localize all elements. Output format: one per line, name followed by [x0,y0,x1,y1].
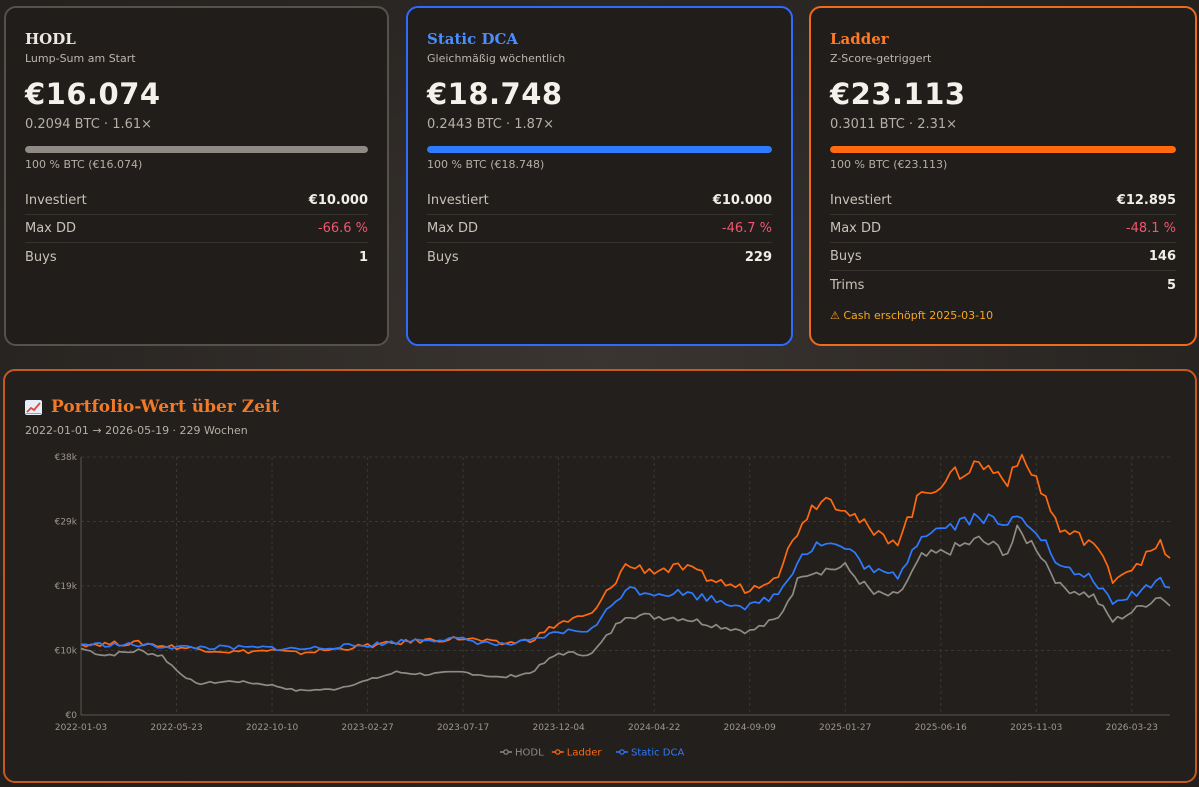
allocation-caption: 100 % BTC (€18.748) [427,158,545,171]
stat-label: Investiert [830,193,892,208]
allocation-caption: 100 % BTC (€23.113) [830,158,948,171]
stat-label: Max DD [830,221,882,236]
y-tick-label: €10k [55,647,78,657]
legend-marker [503,749,509,755]
btc-amount-multiple: 0.3011 BTC · 2.31× [830,117,958,132]
stats-list: Investiert €10.000 Max DD -66.6 % Buys 1 [25,187,368,271]
stat-row-invested: Investiert €10.000 [25,187,368,215]
x-tick-label: 2023-07-17 [437,723,489,733]
stat-label: Buys [830,249,862,264]
hodl-strategy-card[interactable]: HODL Lump-Sum am Start €16.074 0.2094 BT… [4,6,389,346]
card-subtitle: Lump-Sum am Start [25,52,136,65]
ladder-strategy-card[interactable]: Ladder Z-Score-getriggert €23.113 0.3011… [809,6,1197,346]
x-tick-label: 2024-04-22 [628,723,680,733]
portfolio-value: €18.748 [427,77,563,111]
stat-row-invested: Investiert €10.000 [427,187,772,215]
btc-amount-multiple: 0.2443 BTC · 1.87× [427,117,555,132]
legend-marker [619,749,625,755]
y-tick-label: €29k [55,518,78,528]
stat-label: Max DD [427,221,479,236]
card-title: Static DCA [427,30,519,48]
portfolio-value: €16.074 [25,77,161,111]
x-tick-label: 2024-09-09 [724,723,777,733]
allocation-bar-fill [427,146,772,153]
stats-list: Investiert €10.000 Max DD -46.7 % Buys 2… [427,187,772,271]
stat-row-max-dd: Max DD -48.1 % [830,215,1176,243]
static-dca-strategy-card[interactable]: Static DCA Gleichmäßig wöchentlich €18.7… [406,6,793,346]
stat-value: -46.7 % [721,221,772,236]
legend-marker [554,749,561,755]
stat-row-buys: Buys 229 [427,243,772,271]
cash-exhausted-warning: ⚠ Cash erschöpft 2025-03-10 [830,309,994,322]
stat-value: 229 [744,249,772,265]
stat-value: -48.1 % [1125,221,1176,236]
x-tick-label: 2022-10-10 [246,723,299,733]
allocation-bar [830,146,1176,153]
stat-label: Investiert [427,193,489,208]
series-line-hodl [80,524,1171,692]
stat-label: Trims [830,277,865,293]
card-subtitle: Gleichmäßig wöchentlich [427,52,566,65]
legend-label[interactable]: HODL [515,748,544,759]
stat-row-trims: Trims 5 [830,271,1176,299]
allocation-caption: 100 % BTC (€16.074) [25,158,143,171]
legend-label[interactable]: Static DCA [631,748,684,759]
stat-value: €10.000 [308,193,368,208]
series-line-ladder [80,453,1171,656]
stat-value: 146 [1148,249,1176,264]
portfolio-line-chart[interactable]: €0 €10k €19k €29k €38k 2022-01-03 2022-05-23 20… [5,371,1195,781]
allocation-bar [427,146,772,153]
allocation-bar [25,146,368,153]
x-tick-label: 2025-06-16 [915,723,968,733]
y-tick-label: €19k [55,582,78,592]
x-tick-label: 2026-03-23 [1106,723,1158,733]
card-title: Ladder [830,30,889,48]
x-tick-label: 2023-12-04 [532,723,585,733]
stat-label: Buys [25,249,57,265]
chart-title: Portfolio-Wert über Zeit [25,397,279,417]
x-tick-label: 2023-02-27 [341,723,393,733]
stat-row-max-dd: Max DD -46.7 % [427,215,772,243]
stat-value: €12.895 [1116,193,1176,208]
stat-label: Investiert [25,193,87,208]
chart-title-text: Portfolio-Wert über Zeit [51,397,280,417]
chart-subtitle: 2022-01-01 → 2026-05-19 · 229 Wochen [25,424,248,437]
allocation-bar-fill [830,146,1176,153]
x-tick-label: 2022-05-23 [150,723,202,733]
stat-value: 1 [358,249,368,265]
stat-value: 5 [1166,277,1176,293]
legend-label[interactable]: Ladder [567,748,603,759]
x-tick-label: 2022-01-03 [55,723,107,733]
stat-value: -66.6 % [317,221,368,236]
chart-increasing-icon [25,399,42,415]
portfolio-value: €23.113 [830,77,966,111]
x-tick-label: 2025-11-03 [1010,723,1062,733]
stat-row-invested: Investiert €12.895 [830,187,1176,215]
stat-row-buys: Buys 1 [25,243,368,271]
y-tick-label: €0 [66,711,78,721]
card-title: HODL [25,30,76,48]
stat-row-max-dd: Max DD -66.6 % [25,215,368,243]
stat-row-buys: Buys 146 [830,243,1176,271]
stat-label: Max DD [25,221,77,236]
card-subtitle: Z-Score-getriggert [830,52,932,65]
portfolio-chart-panel: €0 €10k €19k €29k €38k 2022-01-03 2022-05-23 20… [3,369,1197,783]
btc-amount-multiple: 0.2094 BTC · 1.61× [25,117,153,132]
stats-list: Investiert €12.895 Max DD -48.1 % Buys 1… [830,187,1176,299]
y-tick-label: €38k [55,453,78,463]
stat-value: €10.000 [712,193,772,208]
series-line-static-dca [80,512,1171,652]
stat-label: Buys [427,249,459,265]
allocation-bar-fill [25,146,368,153]
x-tick-label: 2025-01-27 [819,723,871,733]
